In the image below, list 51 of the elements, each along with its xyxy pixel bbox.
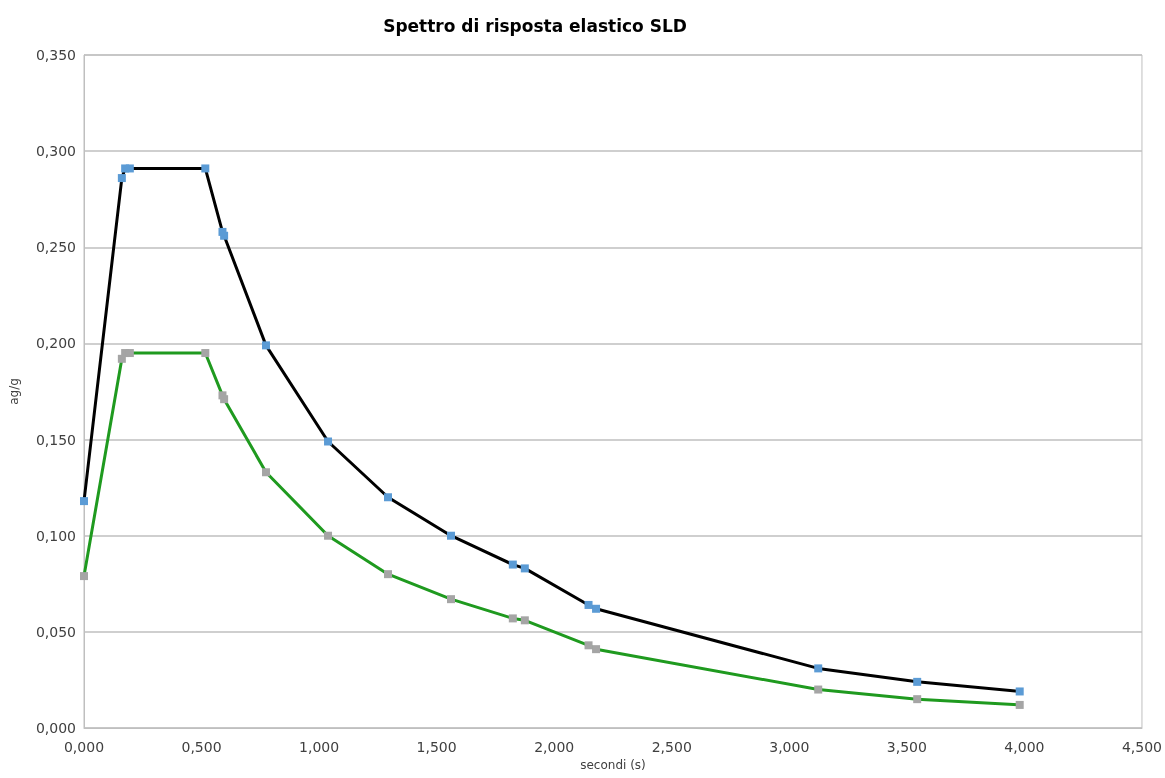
y-axis-title: ag/g	[7, 378, 21, 405]
x-tick-label: 3,000	[769, 739, 810, 755]
point	[80, 497, 88, 506]
point	[584, 641, 593, 650]
x-tick-label: 2,000	[534, 739, 575, 755]
point	[383, 570, 392, 579]
point	[80, 572, 88, 581]
point	[125, 164, 134, 173]
x-axis-title: secondi (s)	[580, 757, 646, 772]
y-tick-label: 0,250	[35, 239, 76, 256]
point	[814, 685, 823, 694]
point	[324, 531, 333, 540]
x-tick-label: 0,500	[181, 739, 222, 755]
point	[1015, 687, 1024, 696]
point	[117, 174, 126, 183]
point	[220, 231, 229, 240]
point	[261, 468, 270, 477]
point	[508, 560, 517, 569]
point	[201, 164, 210, 173]
point	[520, 564, 529, 573]
y-tick-label: 0,300	[35, 143, 76, 160]
y-tick-label: 0,200	[35, 335, 76, 352]
point	[592, 645, 601, 654]
y-tick-label: 0,000	[35, 720, 76, 736]
point	[324, 437, 333, 446]
x-tick-label: 0,000	[63, 739, 105, 755]
point	[261, 341, 270, 350]
chart-title: Spettro di risposta elastico SLD	[383, 15, 687, 36]
point	[383, 493, 392, 502]
point	[913, 677, 922, 686]
x-tick-label: 4,000	[1004, 739, 1045, 755]
point	[1015, 700, 1024, 709]
x-tick-label: 4,500	[1121, 739, 1163, 755]
x-tick-label: 3,500	[886, 739, 927, 755]
point	[446, 595, 455, 604]
y-tick-label: 0,050	[35, 623, 76, 640]
y-tick-label: 0,150	[35, 431, 76, 448]
point	[446, 531, 455, 540]
y-tick-label: 0,350	[35, 47, 76, 63]
point	[220, 395, 229, 404]
point	[814, 664, 823, 673]
point	[520, 616, 529, 625]
x-tick-label: 1,000	[299, 739, 340, 755]
x-tick-label: 1,500	[416, 739, 457, 755]
point	[913, 695, 922, 704]
point	[584, 600, 593, 609]
point	[592, 604, 601, 613]
x-tick-label: 2,500	[651, 739, 692, 755]
point	[508, 614, 517, 623]
y-tick-label: 0,100	[35, 527, 76, 544]
point	[201, 349, 210, 358]
